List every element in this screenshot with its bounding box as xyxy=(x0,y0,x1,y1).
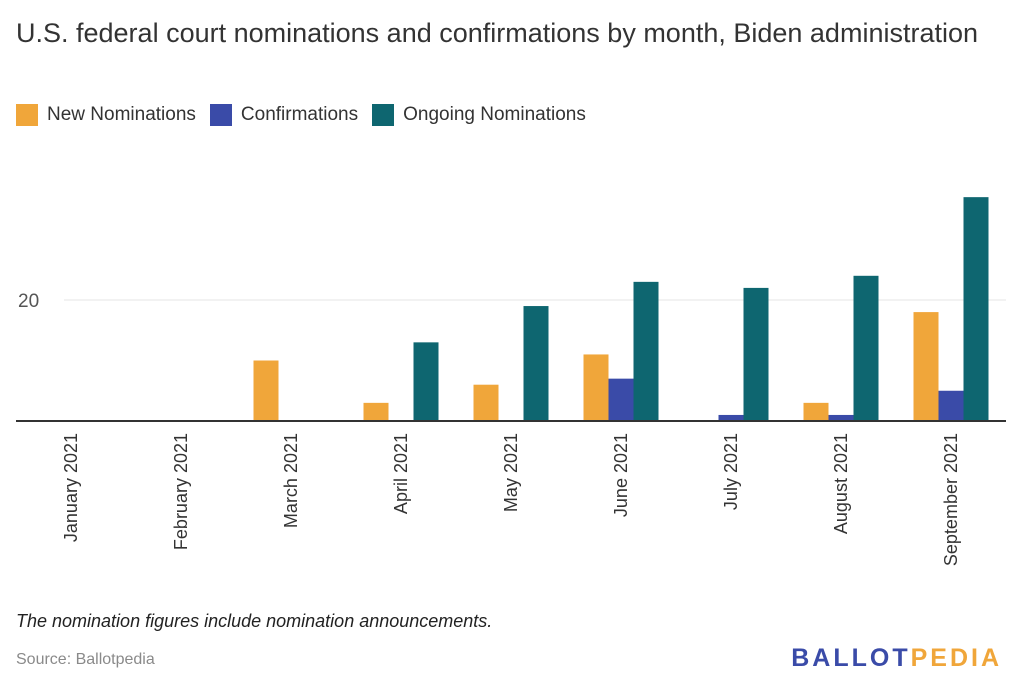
bar-ongoing-nominations-6 xyxy=(633,281,659,421)
legend-label-ongoing-nominations: Ongoing Nominations xyxy=(403,104,586,125)
bar-confirmations-9 xyxy=(938,390,964,421)
x-tick-label-9: September 2021 xyxy=(941,433,961,566)
bar-confirmations-6 xyxy=(608,378,634,421)
chart-note: The nomination figures include nominatio… xyxy=(16,611,493,631)
bar-ongoing-nominations-9 xyxy=(963,197,989,421)
x-tick-label-7: July 2021 xyxy=(721,433,741,510)
x-tick-label-3: March 2021 xyxy=(281,433,301,528)
x-tick-label-1: January 2021 xyxy=(61,433,81,542)
x-tick-label-8: August 2021 xyxy=(831,433,851,534)
legend-swatch-ongoing-nominations xyxy=(372,104,395,126)
bar-ongoing-nominations-5 xyxy=(523,306,549,421)
legend-item-confirmations: Confirmations xyxy=(209,104,359,126)
x-tick-label-6: June 2021 xyxy=(611,433,631,517)
bar-ongoing-nominations-4 xyxy=(413,342,439,421)
legend-label-new-nominations: New Nominations xyxy=(47,104,196,125)
legend-swatch-confirmations xyxy=(209,104,232,126)
bar-confirmations-8 xyxy=(828,414,854,421)
bar-new-nominations-3 xyxy=(253,360,279,421)
y-tick-label-20: 20 xyxy=(18,291,39,312)
ballotpedia-logo: BALLOTPEDIA xyxy=(791,644,1002,672)
source-label: Source: Ballotpedia xyxy=(16,651,155,668)
bar-confirmations-7 xyxy=(718,414,744,421)
legend-item-ongoing-nominations: Ongoing Nominations xyxy=(372,104,586,126)
legend-label-confirmations: Confirmations xyxy=(240,104,359,125)
bar-chart: 20 January 2021 February 2021 March 2021 Apr… xyxy=(16,197,1006,566)
legend: New Nominations Confirmations Ongoing No… xyxy=(16,104,600,126)
bar-ongoing-nominations-7 xyxy=(743,287,769,421)
bar-new-nominations-5 xyxy=(473,384,499,421)
legend-item-new-nominations: New Nominations xyxy=(16,104,196,126)
x-tick-label-4: April 2021 xyxy=(391,433,411,514)
legend-swatch-new-nominations xyxy=(16,104,38,126)
bar-ongoing-nominations-8 xyxy=(853,275,879,421)
chart-title: U.S. federal court nominations and confi… xyxy=(16,18,978,48)
bar-new-nominations-4 xyxy=(363,402,389,421)
x-tick-label-2: February 2021 xyxy=(171,433,191,550)
x-tick-label-5: May 2021 xyxy=(501,433,521,512)
bar-new-nominations-8 xyxy=(803,402,829,421)
bar-new-nominations-6 xyxy=(583,354,609,421)
bar-new-nominations-9 xyxy=(913,312,939,421)
